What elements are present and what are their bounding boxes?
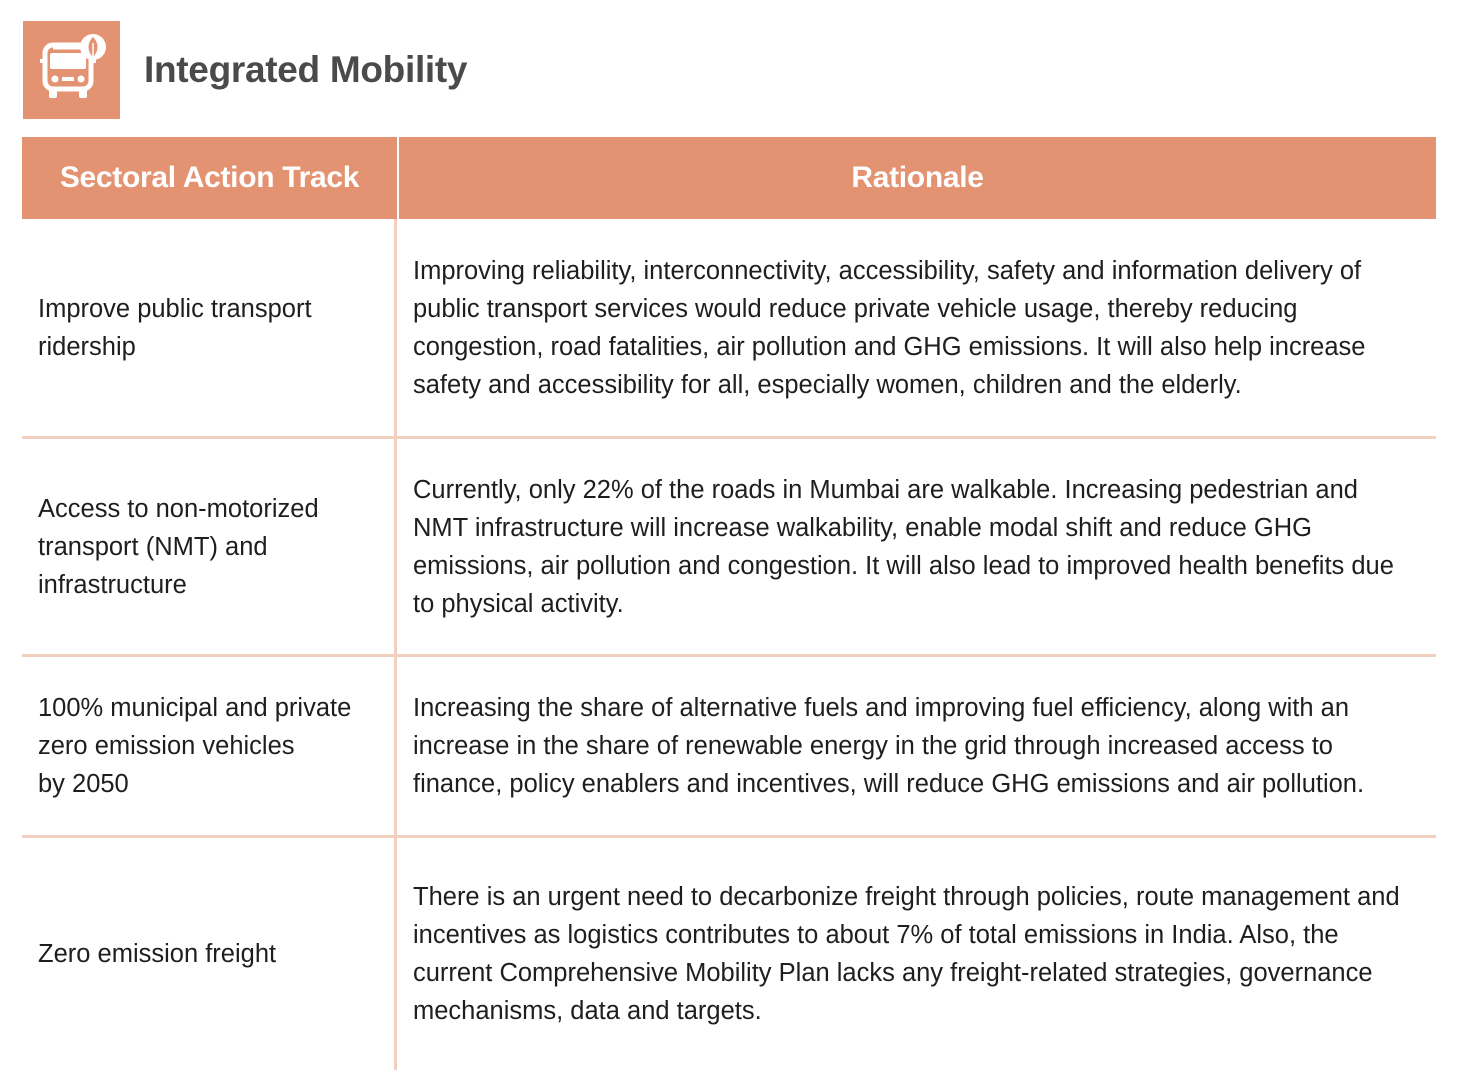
track-cell: Improve public transport ridership	[22, 219, 397, 436]
track-text: Access to non-motorized transport (NMT) …	[38, 494, 319, 599]
rationale-text: Increasing the share of alternative fuel…	[413, 694, 1365, 798]
rationale-text: Improving reliability, interconnectivity…	[413, 256, 1366, 399]
column-header-rationale: Rationale	[399, 137, 1436, 219]
rationale-cell: Improving reliability, interconnectivity…	[397, 219, 1436, 436]
action-track-table: Sectoral Action Track Rationale Improve …	[22, 137, 1436, 1070]
table-row: Improve public transport ridership Impro…	[22, 219, 1436, 439]
bus-with-leaf-icon	[23, 21, 120, 119]
track-cell: 100% municipal and private zero emission…	[22, 657, 397, 835]
rationale-text: Currently, only 22% of the roads in Mumb…	[413, 475, 1394, 618]
column-header-track: Sectoral Action Track	[22, 137, 397, 219]
rationale-text: There is an urgent need to decarbonize f…	[413, 883, 1400, 1025]
track-text: 100% municipal and private zero emission…	[38, 694, 352, 798]
rationale-cell: There is an urgent need to decarbonize f…	[397, 838, 1436, 1070]
table-row: Access to non-motorized transport (NMT) …	[22, 439, 1436, 657]
rationale-cell: Increasing the share of alternative fuel…	[397, 657, 1436, 835]
track-cell: Access to non-motorized transport (NMT) …	[22, 439, 397, 654]
table-header: Sectoral Action Track Rationale	[22, 137, 1436, 219]
track-text: Zero emission freight	[38, 940, 277, 968]
rationale-cell: Currently, only 22% of the roads in Mumb…	[397, 439, 1436, 654]
track-cell: Zero emission freight	[22, 838, 397, 1070]
page-header: Integrated Mobility	[23, 21, 468, 119]
page-title: Integrated Mobility	[144, 49, 468, 90]
track-text: Improve public transport ridership	[38, 294, 312, 361]
table-row: 100% municipal and private zero emission…	[22, 657, 1436, 838]
table-row: Zero emission freight There is an urgent…	[22, 838, 1436, 1070]
header-divider	[397, 137, 399, 219]
